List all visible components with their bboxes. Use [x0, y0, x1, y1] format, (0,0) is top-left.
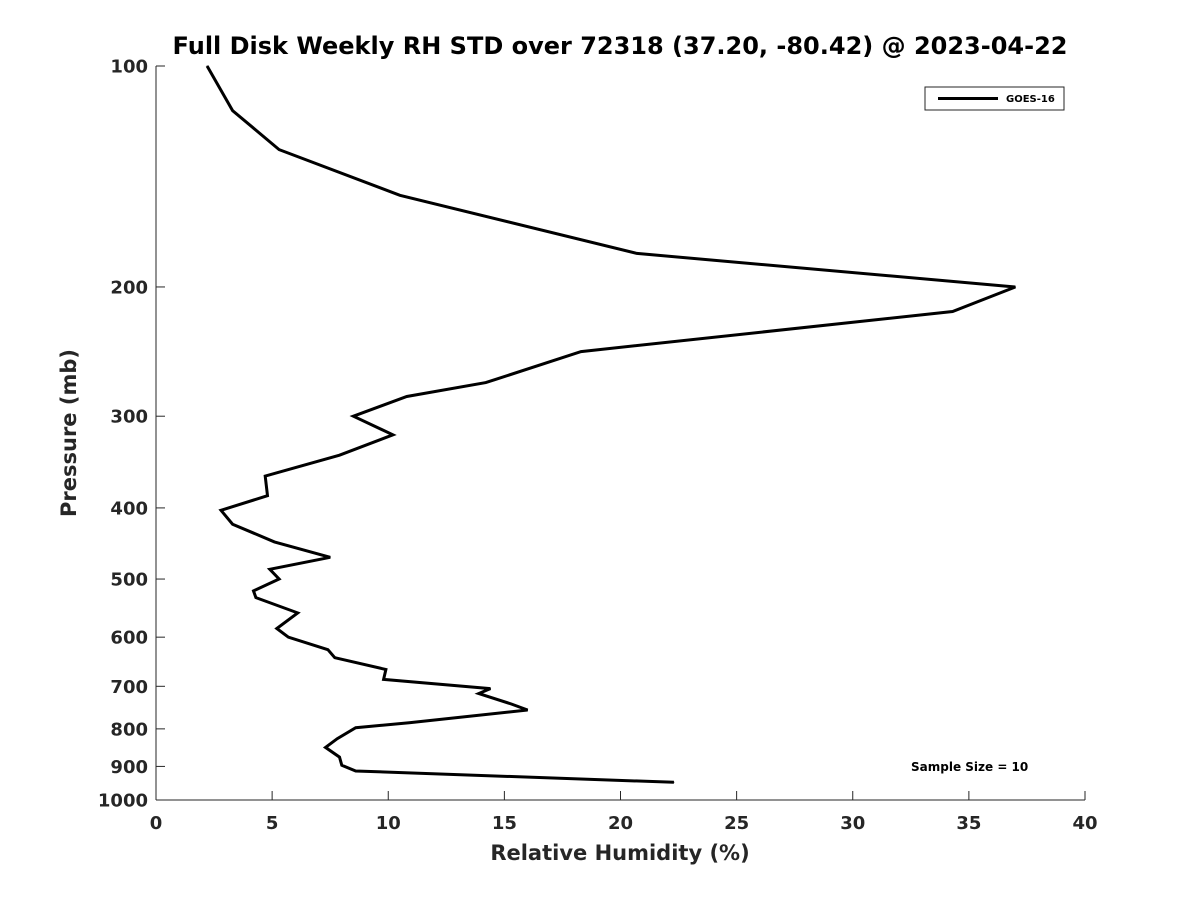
data-point: [485, 382, 487, 384]
data-point: [527, 709, 529, 711]
sample-size-annotation: Sample Size = 10: [911, 760, 1028, 774]
y-tick-label: 400: [110, 498, 148, 519]
data-point: [287, 636, 289, 638]
data-point: [399, 194, 401, 196]
data-point: [383, 678, 385, 680]
x-axis-label: Relative Humidity (%): [490, 841, 749, 865]
data-point: [255, 597, 257, 599]
data-point: [269, 568, 271, 570]
data-point: [329, 556, 331, 558]
x-tick-label: 10: [376, 813, 401, 834]
y-axis-label: Pressure (mb): [57, 349, 81, 517]
y-tick-label: 800: [110, 719, 148, 740]
data-point: [580, 351, 582, 353]
x-tick-label: 30: [840, 813, 865, 834]
data-point: [952, 311, 954, 312]
data-point: [334, 657, 336, 659]
data-point: [408, 722, 410, 724]
data-point: [339, 454, 340, 456]
data-point: [673, 781, 675, 783]
data-point: [355, 727, 357, 729]
data-point: [478, 693, 480, 694]
data-point: [267, 495, 268, 497]
y-tick-label: 600: [110, 628, 148, 649]
data-point: [489, 688, 491, 690]
plot-frame: [155, 66, 1085, 801]
data-point: [1014, 286, 1016, 288]
y-axis-ticks: 100 200 300 400 500 600 700 800 900 1000: [98, 57, 165, 812]
x-tick-label: 25: [724, 813, 749, 834]
data-point: [510, 703, 512, 705]
data-point: [406, 396, 408, 397]
data-point: [392, 434, 394, 436]
x-tick-label: 15: [492, 813, 517, 834]
data-point: [385, 669, 387, 670]
data-point: [206, 65, 208, 67]
chart-title: Full Disk Weekly RH STD over 72318 (37.2…: [173, 32, 1068, 60]
data-point: [273, 541, 275, 543]
x-axis-ticks: 0 5 10 15 20 25 30 35 40: [150, 791, 1098, 834]
y-tick-label: 1000: [98, 791, 148, 812]
data-point: [341, 764, 343, 766]
data-point: [352, 415, 354, 417]
data-point: [278, 149, 280, 151]
data-point: [276, 628, 278, 629]
data-point: [278, 578, 280, 580]
y-tick-label: 100: [110, 57, 148, 78]
data-point: [232, 523, 234, 525]
y-tick-label: 900: [110, 757, 148, 778]
data-point: [339, 756, 340, 758]
y-tick-label: 300: [110, 407, 148, 428]
data-point: [220, 509, 222, 511]
data-point: [336, 738, 338, 740]
legend: GOES-16: [924, 86, 1065, 111]
series-line-0: [205, 65, 1016, 784]
data-point: [355, 770, 357, 772]
y-tick-label: 500: [110, 570, 148, 591]
x-tick-label: 20: [608, 813, 633, 834]
x-tick-label: 40: [1072, 813, 1097, 834]
data-point: [636, 252, 638, 254]
series-layer: [205, 65, 1016, 784]
x-tick-label: 5: [266, 813, 279, 834]
data-point: [232, 110, 234, 112]
data-point: [253, 590, 254, 592]
y-tick-label: 700: [110, 677, 148, 698]
data-point: [264, 475, 266, 477]
data-point: [325, 746, 326, 748]
data-point: [327, 649, 329, 651]
legend-label: GOES-16: [1006, 94, 1055, 105]
x-tick-label: 35: [956, 813, 981, 834]
y-tick-label: 200: [110, 277, 148, 298]
x-tick-label: 0: [150, 813, 163, 834]
data-point: [297, 612, 299, 614]
